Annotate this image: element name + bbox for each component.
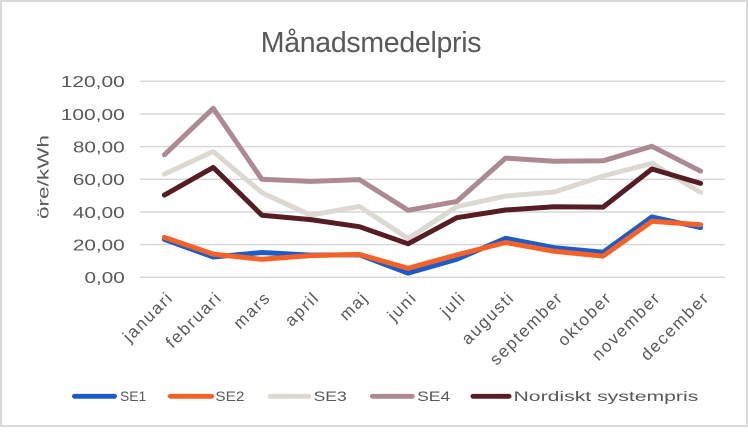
svg-text:120,00: 120,00 [61, 74, 125, 91]
svg-text:0,00: 0,00 [85, 270, 125, 287]
svg-text:100,00: 100,00 [61, 107, 125, 124]
svg-text:SE1: SE1 [120, 388, 146, 404]
svg-text:60,00: 60,00 [73, 172, 125, 189]
svg-text:40,00: 40,00 [73, 205, 125, 222]
svg-text:SE4: SE4 [417, 388, 450, 404]
svg-text:SE3: SE3 [314, 388, 347, 404]
svg-text:20,00: 20,00 [73, 237, 125, 254]
svg-text:Nordiskt systempris: Nordiskt systempris [514, 388, 699, 404]
svg-text:öre/kWh: öre/kWh [36, 135, 53, 219]
svg-text:80,00: 80,00 [73, 139, 125, 156]
svg-text:Månadsmedelpris: Månadsmedelpris [261, 27, 481, 59]
svg-text:SE2: SE2 [215, 388, 244, 404]
